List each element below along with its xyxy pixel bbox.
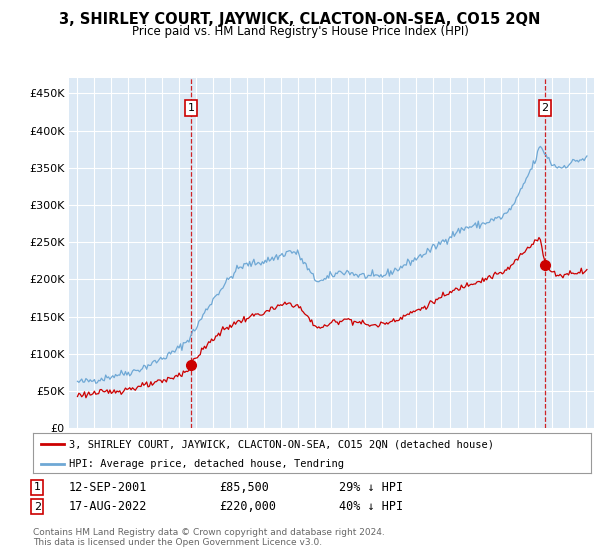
Text: 12-SEP-2001: 12-SEP-2001 bbox=[69, 480, 148, 494]
Text: 40% ↓ HPI: 40% ↓ HPI bbox=[339, 500, 403, 514]
Text: 17-AUG-2022: 17-AUG-2022 bbox=[69, 500, 148, 514]
Text: 1: 1 bbox=[187, 103, 194, 113]
Text: 29% ↓ HPI: 29% ↓ HPI bbox=[339, 480, 403, 494]
Text: Contains HM Land Registry data © Crown copyright and database right 2024.
This d: Contains HM Land Registry data © Crown c… bbox=[33, 528, 385, 547]
Text: £220,000: £220,000 bbox=[219, 500, 276, 514]
Text: 1: 1 bbox=[34, 482, 41, 492]
Text: 2: 2 bbox=[34, 502, 41, 512]
Text: HPI: Average price, detached house, Tendring: HPI: Average price, detached house, Tend… bbox=[69, 459, 344, 469]
Text: 3, SHIRLEY COURT, JAYWICK, CLACTON-ON-SEA, CO15 2QN (detached house): 3, SHIRLEY COURT, JAYWICK, CLACTON-ON-SE… bbox=[69, 439, 494, 449]
Text: Price paid vs. HM Land Registry's House Price Index (HPI): Price paid vs. HM Land Registry's House … bbox=[131, 25, 469, 38]
Text: 2: 2 bbox=[541, 103, 548, 113]
Text: £85,500: £85,500 bbox=[219, 480, 269, 494]
Text: 3, SHIRLEY COURT, JAYWICK, CLACTON-ON-SEA, CO15 2QN: 3, SHIRLEY COURT, JAYWICK, CLACTON-ON-SE… bbox=[59, 12, 541, 27]
